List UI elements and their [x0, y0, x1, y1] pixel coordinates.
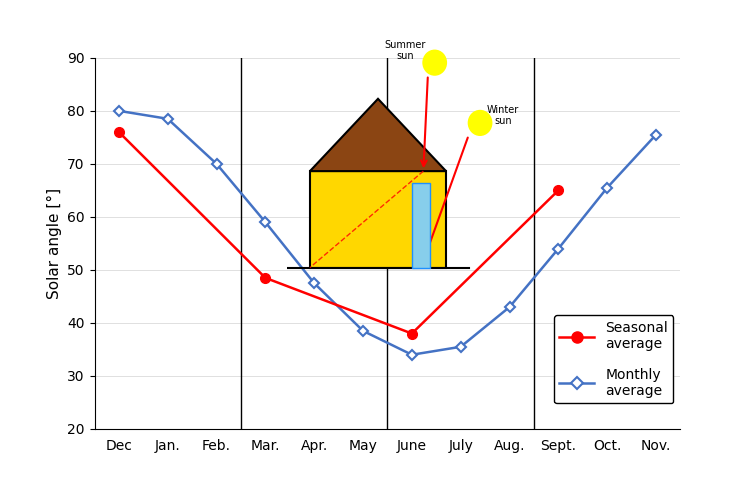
Circle shape: [423, 51, 446, 75]
Bar: [310, 171, 446, 268]
Bar: [412, 183, 430, 268]
Text: Summer
sun: Summer sun: [385, 40, 426, 61]
Text: Winter
sun: Winter sun: [487, 105, 519, 126]
Circle shape: [469, 111, 491, 135]
Legend: Seasonal
average, Monthly
average: Seasonal average, Monthly average: [553, 315, 674, 403]
Polygon shape: [310, 99, 446, 171]
Y-axis label: Solar angle [°]: Solar angle [°]: [47, 188, 61, 299]
